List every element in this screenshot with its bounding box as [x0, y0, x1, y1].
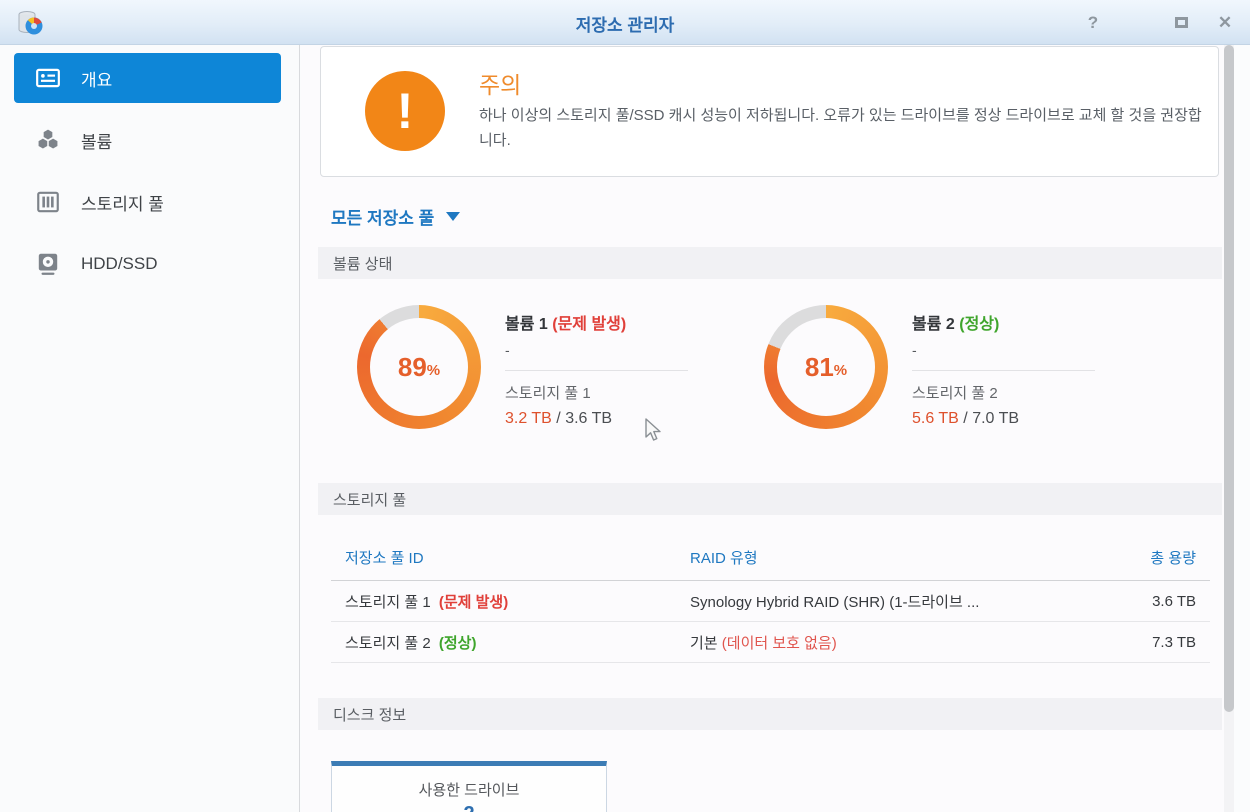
warning-title: 주의 [479, 72, 522, 98]
sidebar: 개요 볼륨 [0, 45, 300, 812]
help-icon[interactable]: ? [1087, 12, 1099, 32]
section-header-volume-status: 볼륨 상태 [318, 247, 1222, 279]
volume-used-capacity: 3.2 TB [505, 410, 552, 427]
volume-used-capacity: 5.6 TB [912, 410, 959, 427]
divider [505, 370, 688, 371]
percent-unit: % [833, 362, 848, 379]
sidebar-item-hdd-ssd[interactable]: HDD/SSD [14, 239, 281, 289]
volume2-usage-donut: 81 % [764, 305, 888, 429]
window-controls: ? ✕ [1084, 0, 1234, 45]
pool-status-badge: (정상) [438, 634, 477, 652]
section-header-storage-pool: 스토리지 풀 [318, 483, 1222, 515]
table-row[interactable]: 스토리지 풀 2 (정상) 기본 (데이터 보호 없음) 7.3 TB [331, 622, 1210, 663]
pool-status-badge: (문제 발생) [438, 593, 509, 611]
volume1-percent: 89 [397, 351, 427, 382]
raid-type: 기본 [690, 634, 722, 652]
sidebar-item-storage-pool[interactable]: 스토리지 풀 [14, 177, 281, 227]
storage-pool-table: 저장소 풀 ID RAID 유형 총 용량 스토리지 풀 1 (문제 발생) S… [331, 535, 1210, 663]
sidebar-item-label: 볼륨 [81, 132, 113, 152]
used-drives-value: 2 [332, 803, 606, 812]
hdd-icon [35, 251, 61, 277]
volume-status-row: 89 % 볼륨 1 (문제 발생) - 스토리지 풀 1 3.2 [301, 279, 1224, 443]
vertical-scrollbar [1224, 45, 1234, 812]
pool-capacity: 3.6 TB [1152, 592, 1196, 610]
volume-status-badge: (정상) [959, 316, 1000, 333]
storage-pool-icon [35, 189, 61, 215]
warning-icon: ! [365, 71, 445, 151]
sidebar-item-label: HDD/SSD [81, 254, 158, 273]
sidebar-item-overview[interactable]: 개요 [14, 53, 281, 103]
volume2-info: 볼륨 2 (정상) - 스토리지 풀 2 5.6 TB 7.0 TB [912, 305, 1095, 443]
pool-id: 스토리지 풀 1 [345, 593, 431, 611]
volume-pool-name: 스토리지 풀 1 [505, 385, 591, 402]
sidebar-item-label: 스토리지 풀 [81, 194, 164, 214]
scrollbar-thumb[interactable] [1224, 45, 1234, 712]
column-header-raid-type: RAID 유형 [690, 550, 758, 567]
volume-description: - [505, 342, 510, 358]
sidebar-item-volume[interactable]: 볼륨 [14, 115, 281, 165]
warning-banner: ! 주의 하나 이상의 스토리지 풀/SSD 캐시 성능이 저하됩니다. 오류가… [320, 46, 1219, 177]
volume-description: - [912, 342, 917, 358]
window-title: 저장소 관리자 [575, 16, 675, 35]
table-row[interactable]: 스토리지 풀 1 (문제 발생) Synology Hybrid RAID (S… [331, 581, 1210, 622]
titlebar: 저장소 관리자 ? ✕ [0, 0, 1250, 45]
used-drives-label: 사용한 드라이브 [418, 782, 520, 799]
column-header-total-capacity: 총 용량 [1150, 550, 1196, 567]
divider [912, 370, 1095, 371]
chevron-down-icon [446, 212, 461, 221]
section-title: 스토리지 풀 [333, 491, 407, 509]
section-title: 디스크 정보 [333, 706, 407, 724]
maximize-icon[interactable] [1172, 12, 1190, 33]
volume-status-badge: (문제 발생) [552, 316, 627, 333]
volume-card: 81 % 볼륨 2 (정상) - 스토리지 풀 2 5.6 TB [764, 305, 1097, 443]
warning-message: 하나 이상의 스토리지 풀/SSD 캐시 성능이 저하됩니다. 오류가 있는 드… [479, 107, 1202, 149]
volume-total-capacity: 3.6 TB [556, 410, 612, 427]
close-icon[interactable]: ✕ [1217, 12, 1233, 32]
column-header-pool-id: 저장소 풀 ID [345, 550, 424, 567]
pool-filter-dropdown[interactable]: 모든 저장소 풀 [331, 204, 461, 229]
volume-name: 볼륨 2 [912, 316, 955, 333]
content-panel: ! 주의 하나 이상의 스토리지 풀/SSD 캐시 성능이 저하됩니다. 오류가… [301, 45, 1224, 812]
pool-id: 스토리지 풀 2 [345, 634, 431, 652]
volume-card: 89 % 볼륨 1 (문제 발생) - 스토리지 풀 1 3.2 [357, 305, 690, 443]
used-drives-card[interactable]: 사용한 드라이브 2 [331, 761, 607, 812]
section-title: 볼륨 상태 [333, 255, 393, 273]
raid-note: (데이터 보호 없음) [721, 634, 837, 652]
pool-capacity: 7.3 TB [1152, 633, 1196, 651]
overview-icon [35, 65, 61, 91]
volume-total-capacity: 7.0 TB [963, 410, 1019, 427]
volume1-usage-donut: 89 % [357, 305, 481, 429]
volume2-percent: 81 [804, 351, 834, 382]
section-header-disk-info: 디스크 정보 [318, 698, 1222, 730]
sidebar-item-label: 개요 [81, 70, 113, 90]
volume1-info: 볼륨 1 (문제 발생) - 스토리지 풀 1 3.2 TB 3.6 TB [505, 305, 688, 443]
percent-unit: % [426, 362, 441, 379]
volume-pool-name: 스토리지 풀 2 [912, 385, 998, 402]
table-header-row: 저장소 풀 ID RAID 유형 총 용량 [331, 535, 1210, 581]
pool-filter-label: 모든 저장소 풀 [331, 209, 435, 228]
storage-manager-app-icon [15, 8, 45, 38]
main-area: 개요 볼륨 [0, 45, 1250, 812]
raid-type: Synology Hybrid RAID (SHR) (1-드라이브 ... [690, 593, 980, 611]
volume-name: 볼륨 1 [505, 316, 548, 333]
cubes-icon [35, 127, 61, 153]
